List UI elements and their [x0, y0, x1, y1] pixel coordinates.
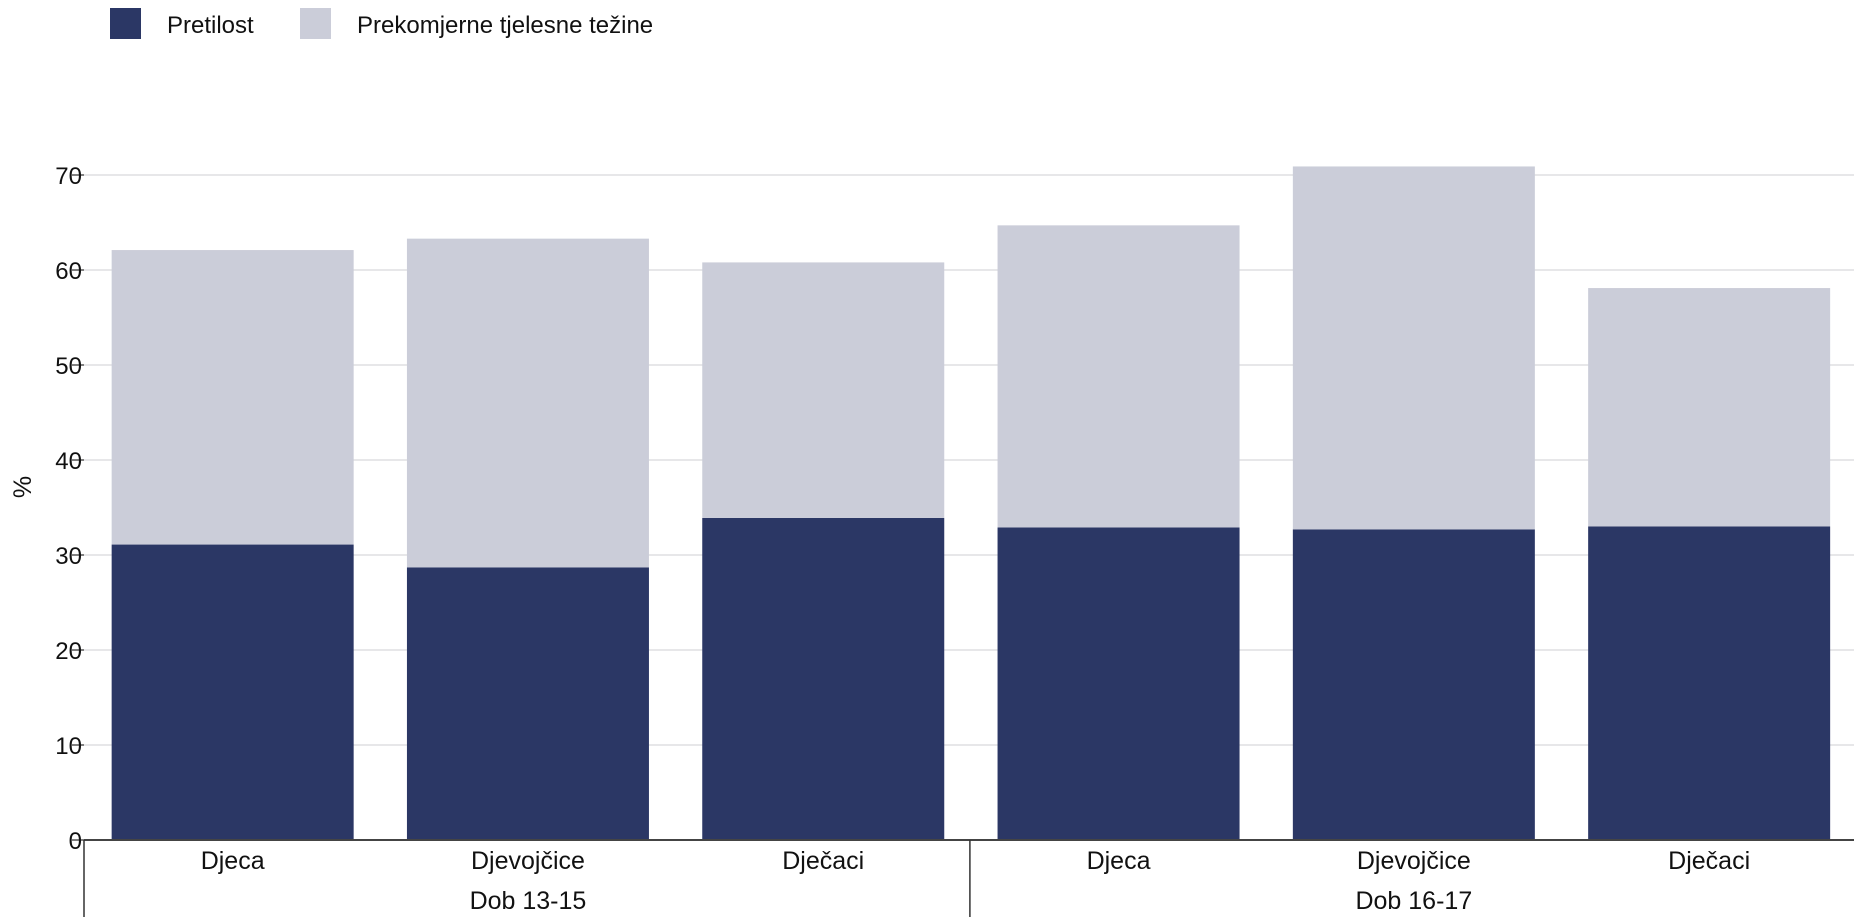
- bar-segment-pretilost: [111, 544, 354, 840]
- y-tick-label: 20: [55, 638, 82, 665]
- y-tick-label: 60: [55, 258, 82, 285]
- bars: [111, 166, 1831, 840]
- legend-label: Pretilost: [167, 12, 254, 39]
- bar-segment-pretilost: [1588, 526, 1831, 840]
- x-tick-label: Djeca: [201, 847, 265, 875]
- bar-segment-prekomjerna-tezina: [406, 238, 649, 568]
- bar-segment-prekomjerna-tezina: [997, 225, 1240, 528]
- x-tick-label: Djevojčice: [1357, 847, 1471, 875]
- group-label: Dob 13-15: [470, 887, 587, 915]
- group-label: Dob 16-17: [1355, 887, 1472, 915]
- y-tick-label: 0: [69, 828, 82, 855]
- y-tick-label: 50: [55, 353, 82, 380]
- bar-segment-prekomjerna-tezina: [111, 250, 354, 545]
- legend: Pretilost Prekomjerne tjelesne težine: [110, 8, 653, 39]
- legend-label: Prekomjerne tjelesne težine: [357, 12, 653, 39]
- y-tick-label: 30: [55, 543, 82, 570]
- x-axis-category-labels: Djeca Djevojčice Dječaci Djeca Djevojčice Dje…: [201, 847, 1750, 875]
- bar-segment-prekomjerna-tezina: [1588, 288, 1831, 527]
- bar-segment-prekomjerna-tezina: [702, 262, 945, 518]
- x-tick-label: Djevojčice: [471, 847, 585, 875]
- x-axis-group-labels: Dob 13-15 Dob 16-17: [470, 887, 1473, 915]
- bar-segment-pretilost: [1292, 529, 1535, 840]
- legend-swatch: [110, 8, 141, 39]
- y-tick-label: 10: [55, 733, 82, 760]
- gridlines: [84, 174, 1854, 746]
- bar-segment-pretilost: [702, 517, 945, 840]
- y-tick-label: 70: [55, 163, 82, 190]
- legend-swatch: [300, 8, 331, 39]
- y-tick-label: 40: [55, 448, 82, 475]
- bar-segment-prekomjerna-tezina: [1292, 166, 1535, 530]
- x-tick-label: Dječaci: [1668, 847, 1750, 875]
- x-tick-label: Dječaci: [782, 847, 864, 875]
- y-axis-ticks: 0 10 20 30 40 50 60 70: [55, 163, 84, 855]
- y-axis-label: %: [9, 476, 37, 498]
- bar-segment-pretilost: [406, 567, 649, 840]
- axes: [83, 839, 1854, 917]
- x-tick-label: Djeca: [1087, 847, 1151, 875]
- bar-segment-pretilost: [997, 527, 1240, 840]
